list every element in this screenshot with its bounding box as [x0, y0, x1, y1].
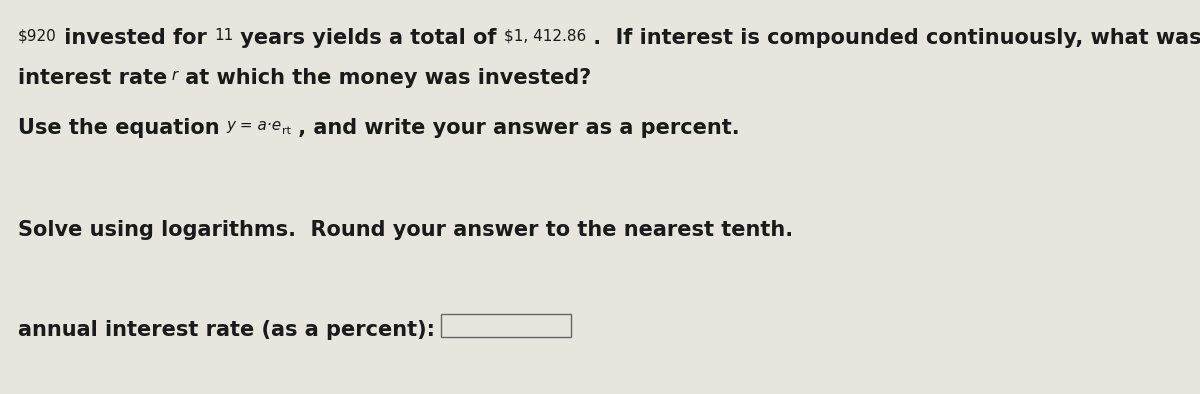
- Bar: [442, 314, 571, 336]
- Text: $1, 412.86: $1, 412.86: [504, 28, 586, 43]
- Text: interest rate: interest rate: [18, 68, 167, 88]
- Text: invested for: invested for: [56, 28, 214, 48]
- Text: annual interest rate (as a percent):: annual interest rate (as a percent):: [18, 320, 436, 340]
- Text: rt: rt: [282, 126, 292, 136]
- Text: y = a·e: y = a·e: [227, 118, 282, 133]
- Text: r: r: [167, 68, 179, 83]
- Text: , and write your answer as a percent.: , and write your answer as a percent.: [292, 118, 739, 138]
- Text: Solve using logarithms.  Round your answer to the nearest tenth.: Solve using logarithms. Round your answe…: [18, 220, 793, 240]
- Text: $920: $920: [18, 28, 56, 43]
- Text: 11: 11: [214, 28, 233, 43]
- Text: .  If interest is compounded continuously, what was the annual: . If interest is compounded continuously…: [586, 28, 1200, 48]
- Text: years yields a total of: years yields a total of: [233, 28, 504, 48]
- Text: at which the money was invested?: at which the money was invested?: [179, 68, 592, 88]
- Text: Use the equation: Use the equation: [18, 118, 227, 138]
